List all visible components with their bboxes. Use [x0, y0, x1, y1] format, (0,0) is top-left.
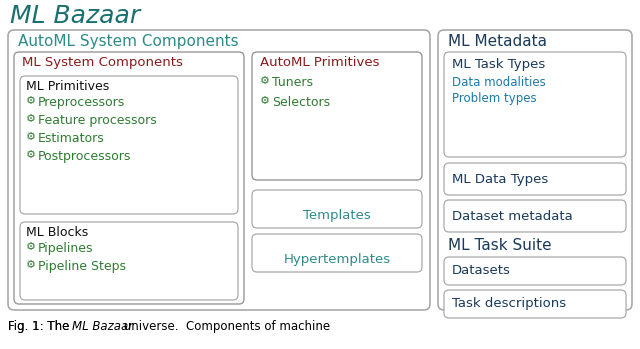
Text: ML System Components: ML System Components — [22, 56, 183, 69]
Text: Fig. 1: The: Fig. 1: The — [8, 320, 73, 333]
Text: ⚙: ⚙ — [26, 260, 36, 270]
Text: ⚙: ⚙ — [26, 114, 36, 124]
Text: ML Bazaar: ML Bazaar — [10, 4, 140, 28]
Text: Feature processors: Feature processors — [38, 114, 157, 127]
Text: ⚙: ⚙ — [26, 242, 36, 252]
Text: ML Primitives: ML Primitives — [26, 80, 109, 93]
Text: ⚙: ⚙ — [26, 96, 36, 106]
Text: ML Task Suite: ML Task Suite — [448, 238, 552, 253]
Text: ML Data Types: ML Data Types — [452, 172, 548, 186]
FancyBboxPatch shape — [20, 222, 238, 300]
Text: Hypertemplates: Hypertemplates — [284, 253, 390, 266]
Text: Data modalities: Data modalities — [452, 76, 546, 89]
Text: AutoML Primitives: AutoML Primitives — [260, 56, 380, 69]
FancyBboxPatch shape — [444, 290, 626, 318]
FancyBboxPatch shape — [252, 234, 422, 272]
Text: Selectors: Selectors — [272, 96, 330, 109]
Text: Problem types: Problem types — [452, 92, 536, 105]
Text: Pipeline Steps: Pipeline Steps — [38, 260, 126, 273]
FancyBboxPatch shape — [444, 163, 626, 195]
Text: ⚙: ⚙ — [260, 96, 270, 106]
Text: ⚙: ⚙ — [260, 76, 270, 86]
Text: ML Bazaar: ML Bazaar — [72, 320, 133, 333]
FancyBboxPatch shape — [444, 200, 626, 232]
Text: Dataset metadata: Dataset metadata — [452, 209, 573, 223]
FancyBboxPatch shape — [252, 52, 422, 180]
Text: Estimators: Estimators — [38, 132, 105, 145]
FancyBboxPatch shape — [444, 257, 626, 285]
Text: ML Task Types: ML Task Types — [452, 58, 545, 71]
FancyBboxPatch shape — [14, 52, 244, 304]
Text: ML Metadata: ML Metadata — [448, 34, 547, 49]
FancyBboxPatch shape — [444, 52, 626, 157]
Text: ML Blocks: ML Blocks — [26, 226, 88, 239]
Text: universe.  Components of machine: universe. Components of machine — [120, 320, 330, 333]
Text: Task descriptions: Task descriptions — [452, 297, 566, 311]
Text: ⚙: ⚙ — [26, 132, 36, 142]
Text: Templates: Templates — [303, 209, 371, 222]
FancyBboxPatch shape — [252, 190, 422, 228]
Text: Tuners: Tuners — [272, 76, 313, 89]
FancyBboxPatch shape — [8, 30, 430, 310]
Text: Fig. 1: The: Fig. 1: The — [8, 320, 73, 333]
FancyBboxPatch shape — [20, 76, 238, 214]
Text: Datasets: Datasets — [452, 265, 511, 277]
Text: ⚙: ⚙ — [26, 150, 36, 160]
Text: AutoML System Components: AutoML System Components — [18, 34, 239, 49]
Text: Postprocessors: Postprocessors — [38, 150, 131, 163]
FancyBboxPatch shape — [438, 30, 632, 310]
Text: Preprocessors: Preprocessors — [38, 96, 125, 109]
Text: Pipelines: Pipelines — [38, 242, 93, 255]
